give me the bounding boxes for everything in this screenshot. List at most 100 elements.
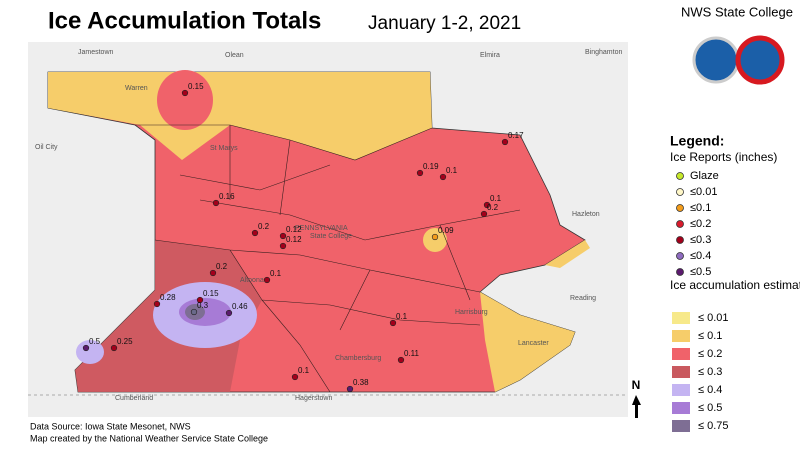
report-label: 0.1 — [270, 269, 282, 278]
legend-label: ≤0.3 — [690, 234, 711, 246]
ice-report — [212, 199, 220, 207]
place-label: Hazleton — [572, 211, 600, 218]
ice-zone-low — [545, 240, 590, 268]
report-label: 0.09 — [438, 226, 454, 235]
legend-label: ≤ 0.1 — [698, 330, 722, 342]
ice-report — [483, 201, 491, 209]
legend-swatch — [672, 348, 690, 360]
place-label: Altoona — [240, 277, 264, 284]
footer-text: Map created by the National Weather Serv… — [30, 433, 268, 443]
report-label: 0.12 — [286, 225, 302, 234]
ice-zone-low — [480, 292, 575, 392]
report-label: 0.1 — [446, 166, 458, 175]
ice-zone-high — [76, 340, 104, 364]
north-label: N — [632, 378, 641, 392]
legend-label: ≤ 0.4 — [698, 384, 722, 396]
legend-label: ≤ 0.75 — [698, 420, 729, 432]
county-lines — [135, 124, 521, 393]
subtitle: January 1-2, 2021 — [368, 13, 521, 34]
report-label: 0.1 — [396, 312, 408, 321]
legend-label: ≤0.5 — [690, 266, 711, 278]
legend-marker — [676, 236, 684, 244]
legend-marker — [676, 188, 684, 196]
ice-report — [82, 344, 90, 352]
ice-report — [251, 229, 259, 237]
north-arrow — [632, 395, 641, 418]
place-label: Chambersburg — [335, 355, 381, 362]
report-label: 0.25 — [117, 337, 133, 346]
place-label: Warren — [125, 85, 148, 92]
ice-report — [346, 385, 354, 393]
legend-label: ≤0.1 — [690, 202, 711, 214]
ice-report — [431, 233, 439, 241]
ice-report — [153, 300, 161, 308]
report-label: 0.11 — [404, 349, 420, 358]
place-label: Hagerstown — [295, 395, 332, 402]
legend-label: ≤ 0.2 — [698, 348, 722, 360]
place-label: Oil City — [35, 144, 58, 151]
report-label: 0.1 — [298, 366, 310, 375]
office: NWS State College — [681, 4, 793, 19]
legend-marker — [676, 268, 684, 276]
place-label: Olean — [225, 52, 244, 59]
report-label: 0.16 — [219, 192, 235, 201]
place-label: Binghamton — [585, 49, 622, 56]
ice-report — [110, 344, 118, 352]
noaa-logo — [692, 36, 740, 84]
legend-swatch — [672, 384, 690, 396]
report-label: 0.17 — [508, 131, 524, 140]
place-label: Jamestown — [78, 49, 114, 56]
report-label: 0.3 — [197, 301, 209, 310]
report-label: 0.46 — [232, 302, 248, 311]
place-label: Lancaster — [518, 340, 549, 347]
legend-marker — [676, 220, 684, 228]
legend-label: ≤ 0.01 — [698, 312, 729, 324]
place-label: Reading — [570, 295, 596, 302]
ice-zone-low — [48, 72, 432, 160]
ice-report — [416, 169, 424, 177]
report-label: 0.5 — [89, 337, 101, 346]
legend-marker — [676, 204, 684, 212]
report-label: 0.2 — [216, 262, 228, 271]
legend-label: ≤0.4 — [690, 250, 711, 262]
report-label: 0.2 — [487, 203, 499, 212]
place-label: St Marys — [210, 145, 238, 152]
footer-text: Data Source: Iowa State Mesonet, NWS — [30, 421, 191, 431]
legend-label: Glaze — [690, 170, 719, 182]
report-label: 0.12 — [286, 235, 302, 244]
legend-swatch — [672, 420, 690, 432]
ice-report — [389, 319, 397, 327]
legend-swatch — [672, 402, 690, 414]
legend-section: Ice accumulation estimate — [670, 278, 800, 292]
ice-report — [190, 308, 198, 316]
place-label: State College — [310, 233, 352, 240]
ice-zone — [157, 70, 213, 130]
ice-report — [209, 269, 217, 277]
legend-swatch — [672, 330, 690, 342]
report-label: 0.1 — [490, 194, 502, 203]
ice-report — [501, 138, 509, 146]
ice-report — [181, 89, 189, 97]
title: Ice Accumulation Totals — [48, 7, 321, 34]
ice-report — [279, 232, 287, 240]
ice-report — [263, 276, 271, 284]
legend-title: Legend: — [670, 133, 724, 149]
legend-marker — [676, 252, 684, 260]
report-label: 0.19 — [423, 162, 439, 171]
nws-logo — [735, 35, 785, 85]
place-label: PENNSYLVANIA — [295, 225, 348, 232]
legend-marker — [676, 172, 684, 180]
place-label: Elmira — [480, 52, 500, 59]
ice-report — [397, 356, 405, 364]
legend-label: ≤0.2 — [690, 218, 711, 230]
ice-report — [279, 242, 287, 250]
ice-report — [291, 373, 299, 381]
report-label: 0.15 — [203, 289, 219, 298]
ice-report — [480, 210, 488, 218]
report-label: 0.2 — [258, 222, 270, 231]
report-label: 0.28 — [160, 293, 176, 302]
legend-swatch — [672, 366, 690, 378]
ice-report — [225, 309, 233, 317]
